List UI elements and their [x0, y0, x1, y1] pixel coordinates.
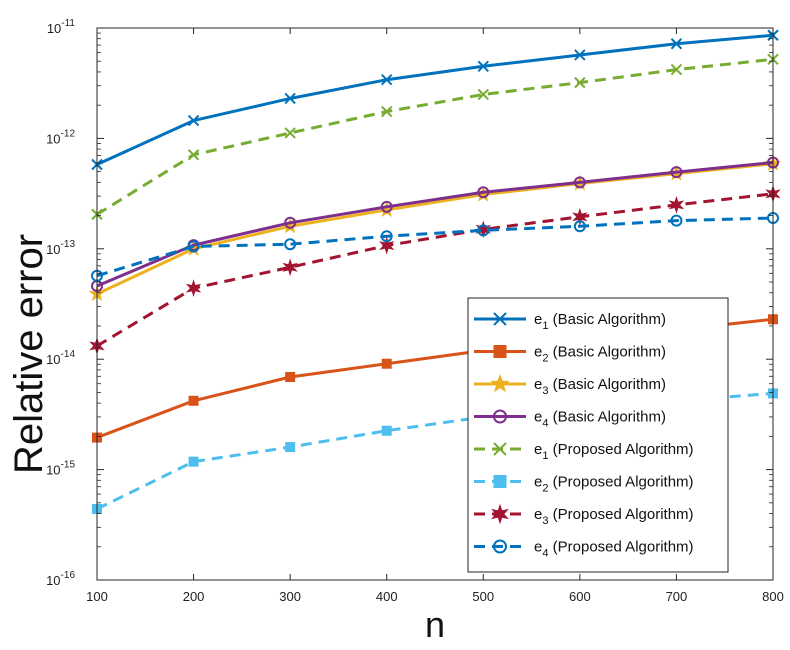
data-point [572, 207, 588, 226]
data-point [380, 200, 393, 213]
series-7 [89, 184, 781, 355]
series-8 [91, 212, 779, 282]
y-tick-label: 10-16 [46, 570, 75, 588]
legend-item: e3 (Proposed Algorithm) [474, 503, 694, 527]
data-point [284, 238, 297, 251]
axes-layer: 100 200 300 400 500 600 700 800 10-11 10-12 10-13 1… [46, 18, 784, 604]
x-axis-label: n [425, 604, 445, 645]
data-point [477, 60, 489, 72]
data-point [670, 166, 683, 179]
data-point [477, 224, 490, 237]
legend-marker [493, 345, 507, 358]
data-point [477, 186, 490, 199]
series-line [96, 160, 774, 288]
series-line [96, 33, 774, 166]
legend-item: e2 (Proposed Algorithm) [474, 474, 694, 495]
x-tick-label: 300 [279, 589, 301, 604]
data-point [573, 220, 586, 233]
data-point [381, 425, 392, 436]
legend-label: e3 (Basic Algorithm) [534, 376, 666, 397]
y-tick-label: 10-11 [47, 18, 76, 36]
x-tick-label: 500 [472, 589, 494, 604]
legend-label: e2 (Basic Algorithm) [534, 344, 666, 365]
y-tick-label: 10-15 [46, 460, 75, 478]
data-point [379, 236, 395, 255]
data-point [188, 456, 199, 467]
data-point [284, 92, 296, 105]
data-point [284, 216, 297, 229]
data-point [670, 63, 683, 76]
legend-label: e4 (Proposed Algorithm) [534, 539, 694, 560]
legend-label: e2 (Proposed Algorithm) [534, 474, 694, 495]
legend-marker [493, 442, 507, 456]
series-1 [91, 29, 779, 171]
axes-box [96, 27, 774, 581]
x-tick-label: 100 [86, 589, 108, 604]
data-point [187, 149, 200, 161]
data-point [187, 114, 200, 127]
y-tick-label: 10-12 [46, 128, 75, 146]
data-point [188, 395, 199, 406]
y-tick-label: 10-13 [46, 239, 75, 257]
data-point [380, 230, 393, 243]
series-5 [91, 53, 779, 221]
legend-marker [491, 503, 509, 525]
data-point [573, 176, 586, 189]
legend-marker [493, 312, 507, 326]
data-point [477, 88, 489, 101]
x-tick-label: 800 [762, 589, 784, 604]
legend-item: e3 (Basic Algorithm) [474, 373, 666, 397]
legend: e1 (Basic Algorithm) e2 (Basic Algorithm)… [467, 297, 729, 573]
legend-marker [493, 539, 507, 554]
data-point [668, 195, 685, 214]
data-point [670, 38, 683, 50]
legend-item: e4 (Basic Algorithm) [474, 409, 666, 430]
data-point [381, 74, 393, 86]
legend-box [467, 297, 729, 573]
data-point [381, 358, 392, 369]
data-point [187, 240, 200, 253]
legend-item: e4 (Proposed Algorithm) [474, 539, 694, 560]
data-point [574, 76, 586, 89]
data-point [670, 214, 683, 227]
data-point [284, 127, 296, 139]
y-tick-label: 10-14 [46, 349, 75, 367]
legend-label: e4 (Basic Algorithm) [534, 409, 666, 430]
data-point [282, 258, 298, 277]
series-line [96, 192, 774, 348]
legend-label: e1 (Basic Algorithm) [534, 311, 666, 332]
legend-label: e1 (Proposed Algorithm) [534, 441, 694, 462]
data-point [381, 105, 393, 118]
data-point [574, 49, 586, 61]
x-tick-label: 200 [183, 589, 205, 604]
series-line [96, 216, 774, 278]
legend-marker [493, 409, 507, 424]
legend-marker [490, 373, 510, 393]
series-line [96, 57, 774, 216]
data-point [475, 220, 491, 239]
legend-item: e2 (Basic Algorithm) [474, 344, 666, 365]
data-point [285, 442, 296, 453]
x-tick-label: 700 [666, 589, 688, 604]
y-axis-label: Relative error [7, 234, 51, 474]
legend-item: e1 (Basic Algorithm) [474, 311, 666, 332]
legend-label: e3 (Proposed Algorithm) [534, 506, 694, 527]
data-point [185, 279, 202, 298]
legend-item: e1 (Proposed Algorithm) [474, 441, 694, 462]
x-tick-label: 400 [376, 589, 398, 604]
legend-marker [493, 475, 507, 488]
data-point [285, 371, 296, 382]
x-tick-label: 600 [569, 589, 591, 604]
